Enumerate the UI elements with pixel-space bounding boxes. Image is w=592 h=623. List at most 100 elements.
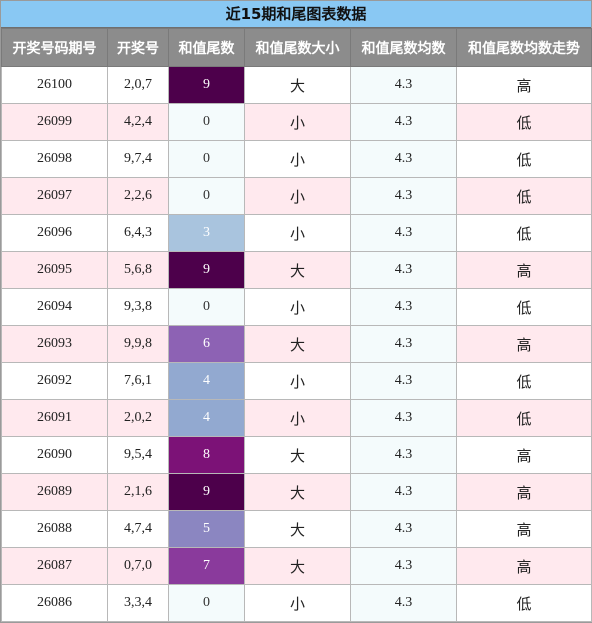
table-row: 26086 3,3,4 0 小 4.3 低 bbox=[1, 584, 592, 622]
cell-sum-tail: 4 bbox=[168, 399, 245, 437]
cell-period: 26090 bbox=[1, 436, 108, 474]
cell-trend: 低 bbox=[456, 103, 592, 141]
table-row: 26087 0,7,0 7 大 4.3 高 bbox=[1, 547, 592, 585]
cell-numbers: 3,3,4 bbox=[107, 584, 169, 622]
cell-size: 大 bbox=[244, 251, 351, 289]
cell-numbers: 2,0,7 bbox=[107, 66, 169, 104]
cell-size: 小 bbox=[244, 140, 351, 178]
cell-trend: 高 bbox=[456, 66, 592, 104]
header-period: 开奖号码期号 bbox=[1, 28, 108, 67]
cell-trend: 低 bbox=[456, 584, 592, 622]
cell-period: 26091 bbox=[1, 399, 108, 437]
cell-average: 4.3 bbox=[350, 399, 457, 437]
page-title: 近15期和尾图表数据 bbox=[1, 1, 591, 28]
cell-numbers: 2,1,6 bbox=[107, 473, 169, 511]
cell-trend: 高 bbox=[456, 436, 592, 474]
cell-average: 4.3 bbox=[350, 140, 457, 178]
cell-sum-tail: 9 bbox=[168, 251, 245, 289]
cell-period: 26098 bbox=[1, 140, 108, 178]
cell-sum-tail: 0 bbox=[168, 177, 245, 215]
header-trend: 和值尾数均数走势 bbox=[456, 28, 592, 67]
cell-size: 小 bbox=[244, 288, 351, 326]
cell-size: 大 bbox=[244, 547, 351, 585]
cell-period: 26086 bbox=[1, 584, 108, 622]
cell-period: 26093 bbox=[1, 325, 108, 363]
cell-trend: 低 bbox=[456, 177, 592, 215]
cell-period: 26099 bbox=[1, 103, 108, 141]
cell-sum-tail: 4 bbox=[168, 362, 245, 400]
cell-period: 26095 bbox=[1, 251, 108, 289]
cell-trend: 高 bbox=[456, 547, 592, 585]
cell-period: 26088 bbox=[1, 510, 108, 548]
cell-period: 26087 bbox=[1, 547, 108, 585]
cell-numbers: 9,7,4 bbox=[107, 140, 169, 178]
cell-average: 4.3 bbox=[350, 177, 457, 215]
cell-average: 4.3 bbox=[350, 288, 457, 326]
cell-trend: 高 bbox=[456, 251, 592, 289]
cell-numbers: 6,4,3 bbox=[107, 214, 169, 252]
cell-sum-tail: 9 bbox=[168, 66, 245, 104]
header-row: 开奖号码期号 开奖号 和值尾数 和值尾数大小 和值尾数均数 和值尾数均数走势 bbox=[1, 28, 592, 67]
cell-trend: 高 bbox=[456, 325, 592, 363]
cell-numbers: 2,0,2 bbox=[107, 399, 169, 437]
cell-size: 小 bbox=[244, 362, 351, 400]
cell-average: 4.3 bbox=[350, 103, 457, 141]
table-row: 26096 6,4,3 3 小 4.3 低 bbox=[1, 214, 592, 252]
cell-sum-tail: 6 bbox=[168, 325, 245, 363]
cell-sum-tail: 8 bbox=[168, 436, 245, 474]
cell-trend: 低 bbox=[456, 288, 592, 326]
cell-average: 4.3 bbox=[350, 214, 457, 252]
table-row: 26092 7,6,1 4 小 4.3 低 bbox=[1, 362, 592, 400]
cell-numbers: 5,6,8 bbox=[107, 251, 169, 289]
cell-size: 小 bbox=[244, 214, 351, 252]
header-size: 和值尾数大小 bbox=[244, 28, 351, 67]
cell-average: 4.3 bbox=[350, 547, 457, 585]
cell-numbers: 9,9,8 bbox=[107, 325, 169, 363]
cell-numbers: 7,6,1 bbox=[107, 362, 169, 400]
cell-average: 4.3 bbox=[350, 66, 457, 104]
table-row: 26097 2,2,6 0 小 4.3 低 bbox=[1, 177, 592, 215]
cell-size: 小 bbox=[244, 584, 351, 622]
table-row: 26090 9,5,4 8 大 4.3 高 bbox=[1, 436, 592, 474]
cell-trend: 低 bbox=[456, 399, 592, 437]
cell-sum-tail: 3 bbox=[168, 214, 245, 252]
cell-period: 26096 bbox=[1, 214, 108, 252]
cell-average: 4.3 bbox=[350, 473, 457, 511]
cell-numbers: 4,7,4 bbox=[107, 510, 169, 548]
cell-trend: 高 bbox=[456, 510, 592, 548]
table-row: 26091 2,0,2 4 小 4.3 低 bbox=[1, 399, 592, 437]
cell-average: 4.3 bbox=[350, 325, 457, 363]
cell-average: 4.3 bbox=[350, 362, 457, 400]
cell-trend: 低 bbox=[456, 214, 592, 252]
cell-numbers: 9,5,4 bbox=[107, 436, 169, 474]
table-body: 26100 2,0,7 9 大 4.3 高 26099 4,2,4 0 小 4.3 低 26098 9,7… bbox=[1, 66, 592, 622]
cell-sum-tail: 5 bbox=[168, 510, 245, 548]
table-row: 26098 9,7,4 0 小 4.3 低 bbox=[1, 140, 592, 178]
cell-size: 小 bbox=[244, 177, 351, 215]
cell-numbers: 9,3,8 bbox=[107, 288, 169, 326]
table-row: 26095 5,6,8 9 大 4.3 高 bbox=[1, 251, 592, 289]
cell-sum-tail: 0 bbox=[168, 584, 245, 622]
cell-sum-tail: 0 bbox=[168, 288, 245, 326]
cell-average: 4.3 bbox=[350, 436, 457, 474]
table-row: 26099 4,2,4 0 小 4.3 低 bbox=[1, 103, 592, 141]
cell-period: 26094 bbox=[1, 288, 108, 326]
cell-average: 4.3 bbox=[350, 251, 457, 289]
cell-trend: 高 bbox=[456, 473, 592, 511]
table-row: 26100 2,0,7 9 大 4.3 高 bbox=[1, 66, 592, 104]
cell-size: 大 bbox=[244, 473, 351, 511]
table-row: 26093 9,9,8 6 大 4.3 高 bbox=[1, 325, 592, 363]
cell-trend: 低 bbox=[456, 140, 592, 178]
data-table: 开奖号码期号 开奖号 和值尾数 和值尾数大小 和值尾数均数 和值尾数均数走势 2… bbox=[1, 28, 592, 622]
cell-numbers: 4,2,4 bbox=[107, 103, 169, 141]
header-sum-tail: 和值尾数 bbox=[168, 28, 245, 67]
header-average: 和值尾数均数 bbox=[350, 28, 457, 67]
cell-period: 26092 bbox=[1, 362, 108, 400]
header-numbers: 开奖号 bbox=[107, 28, 169, 67]
cell-sum-tail: 0 bbox=[168, 140, 245, 178]
cell-size: 大 bbox=[244, 436, 351, 474]
cell-size: 小 bbox=[244, 103, 351, 141]
cell-average: 4.3 bbox=[350, 510, 457, 548]
cell-period: 26089 bbox=[1, 473, 108, 511]
